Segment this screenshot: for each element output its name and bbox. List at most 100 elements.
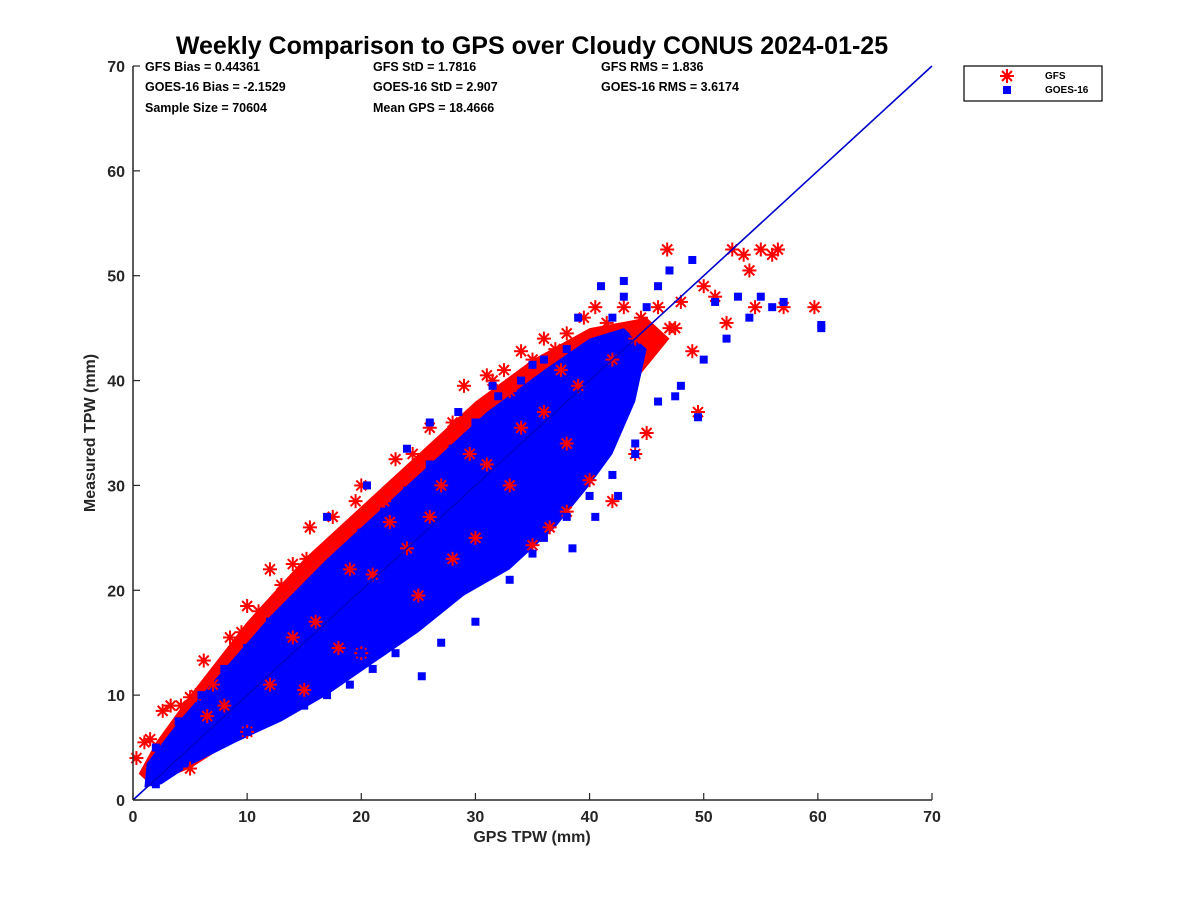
goes16-point-51 [357, 528, 366, 537]
gfs-point-38 [548, 342, 563, 357]
goes16-point-85 [488, 381, 497, 390]
goes16-point-47 [448, 444, 457, 453]
goes16-point-53 [311, 575, 320, 584]
gfs-point-67 [525, 538, 540, 553]
goes16-point-86 [528, 360, 537, 369]
gfs-point-57 [753, 242, 768, 257]
goes16-point-21 [585, 491, 594, 500]
gfs-point-63 [542, 520, 557, 535]
gfs-point-20 [348, 494, 363, 509]
stats-block: GFS Bias = 0.44361 GFS StD = 1.7816 GFS … [145, 60, 739, 115]
y-tick-label-2: 20 [107, 583, 125, 600]
stat-gfs-std: GFS StD = 1.7816 [373, 60, 476, 74]
goes16-point-22 [608, 470, 617, 479]
legend: GFS GOES-16 [963, 65, 1103, 102]
gfs-point-33 [496, 363, 511, 378]
gfs-point-61 [807, 300, 822, 315]
gfs-point-91 [479, 457, 494, 472]
gfs-point-65 [582, 473, 597, 488]
x-tick-label-4: 40 [581, 809, 599, 826]
gfs-point-82 [536, 405, 551, 420]
stat-goes16-std: GOES-16 StD = 2.907 [373, 80, 498, 94]
goes16-point-36 [688, 255, 697, 264]
goes16-point-57 [220, 664, 229, 673]
goes16-point-75 [323, 691, 332, 700]
gfs-point-16 [285, 557, 300, 572]
gfs-point-93 [342, 562, 357, 577]
gfs-point-29 [457, 378, 472, 393]
legend-box [963, 65, 1103, 102]
gfs-point-52 [719, 315, 734, 330]
x-tick-label-1: 10 [238, 809, 256, 826]
goes16-point-62 [528, 549, 537, 558]
gfs-point-80 [262, 677, 277, 692]
gfs-point-9 [205, 677, 220, 692]
gfs-point-10 [223, 630, 238, 645]
gfs-point-41 [588, 300, 603, 315]
goes16-point-42 [562, 345, 571, 354]
gfs-point-15 [274, 578, 289, 593]
goes16-point-83 [425, 418, 434, 427]
goes16-point-87 [574, 313, 583, 322]
gfs-point-69 [639, 426, 654, 440]
goes16-point-73 [368, 664, 377, 673]
gfs-point-56 [748, 300, 763, 315]
goes16-point-71 [437, 638, 446, 647]
goes16-point-39 [619, 292, 628, 301]
goes16-point-16 [471, 570, 480, 579]
goes16-point-29 [768, 303, 777, 312]
gfs-point-55 [742, 263, 757, 278]
goes16-point-40 [596, 282, 605, 291]
gfs-point-12 [240, 599, 255, 614]
gfs-point-96 [462, 446, 477, 461]
gfs-point-39 [559, 326, 574, 341]
goes16-point-69 [505, 575, 514, 584]
x-ticks: 0 10 20 30 40 50 60 70 [129, 793, 941, 826]
gfs-point-54 [736, 247, 751, 262]
gfs-point-50 [696, 279, 711, 294]
gfs-point-34 [502, 384, 517, 399]
goes16-point-7 [265, 712, 274, 721]
stat-gfs-rms: GFS RMS = 1.836 [601, 60, 704, 74]
goes16-point-2 [163, 769, 172, 778]
goes16-point-60 [151, 743, 160, 752]
y-tick-label-7: 70 [107, 59, 125, 76]
gfs-point-30 [468, 405, 483, 420]
goes16-point-28 [745, 313, 754, 322]
goes16-point-74 [345, 680, 354, 689]
gfs-point-27 [434, 436, 449, 451]
x-tick-label-0: 0 [129, 809, 138, 826]
gfs-point-59 [770, 242, 785, 257]
goes16-point-25 [676, 381, 685, 390]
goes16-point-18 [517, 544, 526, 553]
gfs-point-17 [302, 520, 317, 535]
gfs-point-25 [411, 457, 426, 472]
stat-gfs-bias: GFS Bias = 0.44361 [145, 60, 260, 74]
stat-mean-gps: Mean GPS = 18.4666 [373, 101, 494, 115]
goes16-point-81 [362, 481, 371, 490]
gfs-point-8 [196, 653, 211, 668]
legend-goes16-label: GOES-16 [1045, 85, 1089, 96]
goes16-points [146, 255, 826, 789]
gfs-point-23 [388, 452, 403, 467]
gfs-point-85 [514, 420, 529, 435]
gfs-point-44 [633, 310, 648, 325]
gfs-point-84 [422, 509, 437, 524]
goes16-point-14 [425, 607, 434, 616]
goes16-point-30 [779, 297, 788, 306]
goes16-point-11 [357, 649, 366, 658]
goes16-point-79 [231, 727, 240, 736]
goes16-point-41 [608, 313, 617, 322]
goes16-point-45 [494, 392, 503, 401]
goes16-point-12 [380, 638, 389, 647]
stat-sample-size: Sample Size = 70604 [145, 101, 267, 115]
y-tick-label-1: 10 [107, 688, 125, 705]
gfs-point-78 [502, 478, 517, 493]
gfs-point-13 [251, 604, 266, 619]
gfs-point-18 [299, 551, 314, 566]
goes16-point-80 [323, 512, 332, 521]
x-tick-label-2: 20 [352, 809, 370, 826]
goes16-point-0 [146, 775, 155, 784]
goes16-point-82 [402, 444, 411, 453]
y-tick-label-0: 0 [116, 793, 125, 810]
